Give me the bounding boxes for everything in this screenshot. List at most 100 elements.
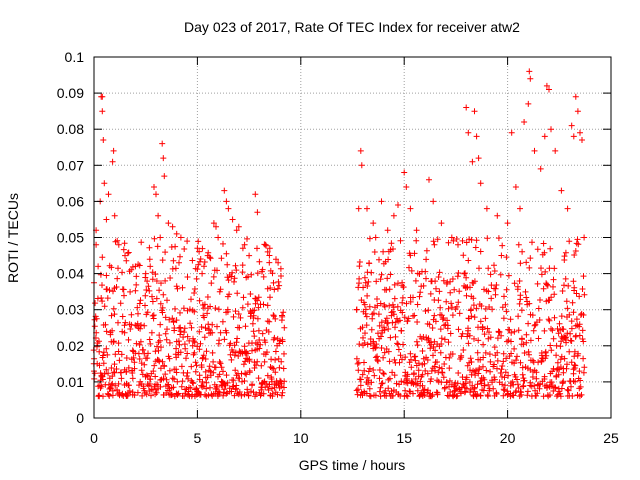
data-point — [464, 362, 471, 369]
data-point — [177, 328, 184, 335]
data-point — [395, 280, 401, 287]
data-point — [515, 313, 522, 320]
data-point — [540, 240, 547, 247]
data-point — [259, 330, 266, 337]
data-point — [541, 327, 548, 334]
data-point — [227, 340, 234, 347]
data-point — [501, 293, 507, 300]
data-point — [139, 392, 146, 399]
data-point — [500, 392, 507, 399]
data-point — [465, 257, 472, 264]
data-point — [128, 311, 135, 318]
data-point — [181, 341, 188, 348]
data-point — [202, 325, 209, 331]
data-point — [396, 317, 403, 324]
data-point — [392, 333, 399, 340]
data-point — [186, 306, 193, 313]
data-point — [262, 339, 269, 346]
data-point — [214, 384, 221, 390]
data-point — [143, 372, 150, 379]
data-point — [242, 370, 249, 377]
data-point — [230, 377, 237, 384]
data-point — [385, 348, 392, 355]
data-point — [572, 248, 579, 254]
data-point — [360, 334, 366, 341]
x-tick-label: 0 — [90, 430, 98, 446]
data-point — [254, 270, 261, 277]
data-point — [519, 371, 526, 378]
data-point — [273, 256, 279, 263]
data-point — [161, 362, 167, 369]
data-point — [191, 349, 198, 356]
data-point — [201, 334, 208, 341]
data-point — [550, 283, 556, 290]
data-point — [413, 381, 419, 388]
data-point — [458, 333, 465, 340]
data-point — [438, 220, 445, 227]
data-point — [578, 391, 585, 398]
data-point — [571, 365, 578, 371]
data-point — [465, 129, 472, 136]
data-point — [430, 343, 437, 350]
data-point — [430, 352, 436, 359]
data-point — [394, 340, 401, 347]
data-point — [530, 327, 537, 334]
data-point — [183, 373, 190, 379]
data-point — [137, 338, 144, 345]
data-point — [473, 305, 480, 312]
data-point — [105, 191, 112, 198]
data-point — [274, 285, 281, 292]
data-point — [134, 320, 141, 327]
data-point — [425, 387, 431, 394]
data-point — [396, 359, 403, 366]
data-point — [215, 306, 222, 313]
data-point — [456, 288, 463, 295]
data-point — [430, 238, 437, 245]
data-point — [173, 345, 180, 352]
data-point — [392, 324, 398, 331]
data-point — [236, 348, 243, 355]
data-point — [239, 245, 246, 252]
data-point — [380, 354, 387, 361]
data-point — [241, 343, 248, 350]
data-point — [228, 388, 235, 395]
data-point — [437, 349, 444, 356]
data-point — [359, 371, 366, 378]
data-point — [226, 291, 233, 298]
data-point — [537, 297, 543, 303]
data-point — [148, 392, 154, 399]
data-point — [279, 313, 286, 320]
data-point — [194, 266, 201, 273]
data-point — [467, 386, 474, 393]
data-point — [562, 249, 569, 256]
data-point — [372, 345, 379, 352]
data-point — [523, 339, 530, 346]
data-point — [218, 364, 225, 371]
data-point — [99, 254, 106, 261]
data-point — [262, 241, 269, 248]
data-point — [249, 382, 255, 389]
data-point — [443, 298, 450, 305]
data-point — [191, 290, 198, 296]
data-point — [491, 376, 498, 383]
data-point — [246, 358, 253, 364]
data-point — [467, 367, 473, 374]
data-point — [144, 355, 151, 362]
data-point — [123, 368, 130, 375]
data-point — [179, 378, 186, 385]
data-point — [173, 369, 180, 376]
data-point — [541, 376, 548, 382]
data-point — [484, 325, 491, 332]
data-point — [485, 393, 491, 400]
data-point — [407, 298, 414, 305]
data-point — [158, 344, 164, 351]
data-point — [159, 140, 166, 147]
data-point — [494, 212, 501, 219]
data-point — [271, 334, 278, 341]
data-point — [170, 318, 177, 325]
data-point — [414, 319, 421, 325]
data-point — [256, 337, 263, 343]
data-point — [154, 243, 161, 250]
data-point — [432, 318, 439, 325]
data-point — [110, 305, 117, 312]
